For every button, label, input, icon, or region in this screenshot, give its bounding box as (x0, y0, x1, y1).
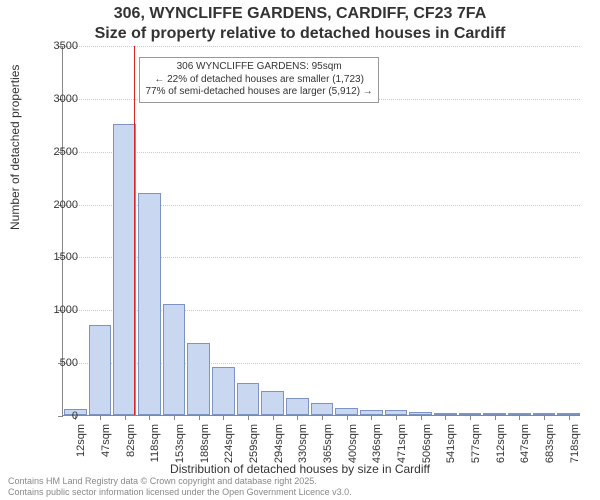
xtick-mark (322, 415, 323, 420)
xtick-label: 577sqm (470, 424, 482, 464)
annotation-box: 306 WYNCLIFFE GARDENS: 95sqm← 22% of det… (139, 57, 378, 103)
title-block: 306, WYNCLIFFE GARDENS, CARDIFF, CF23 7F… (0, 0, 600, 44)
xtick-label: 47sqm (100, 424, 112, 464)
xtick-mark (100, 415, 101, 420)
xtick-mark (569, 415, 570, 420)
plot-wrap: 12sqm47sqm82sqm118sqm153sqm188sqm224sqm2… (62, 46, 580, 416)
xtick-label: 294sqm (273, 424, 285, 464)
ytick-label: 500 (38, 357, 78, 369)
annotation-line-3: 77% of semi-detached houses are larger (… (145, 86, 372, 99)
xtick-mark (223, 415, 224, 420)
xtick-label: 612sqm (495, 424, 507, 464)
xtick-mark (125, 415, 126, 420)
x-axis-label: Distribution of detached houses by size … (0, 462, 600, 476)
xtick-mark (248, 415, 249, 420)
ytick-label: 0 (38, 410, 78, 422)
xtick-mark (297, 415, 298, 420)
ytick-label: 2500 (38, 146, 78, 158)
xtick-label: 330sqm (297, 424, 309, 464)
xtick-label: 506sqm (421, 424, 433, 464)
xtick-label: 82sqm (125, 424, 137, 464)
title-line-2: Size of property relative to detached ho… (0, 24, 600, 44)
histogram-bar (311, 403, 334, 415)
histogram-bar (237, 383, 260, 415)
xtick-label: 471sqm (396, 424, 408, 464)
histogram-bar (113, 124, 136, 415)
ytick-label: 1000 (38, 304, 78, 316)
xtick-mark (371, 415, 372, 420)
chart-container: 306, WYNCLIFFE GARDENS, CARDIFF, CF23 7F… (0, 0, 600, 500)
xtick-mark (544, 415, 545, 420)
xtick-mark (347, 415, 348, 420)
y-axis-label: Number of detached properties (8, 65, 22, 230)
footer-line-2: Contains public sector information licen… (8, 487, 352, 497)
histogram-bar (138, 193, 161, 415)
xtick-label: 436sqm (371, 424, 383, 464)
xtick-mark (199, 415, 200, 420)
xtick-label: 259sqm (248, 424, 260, 464)
histogram-bar (335, 408, 358, 415)
histogram-bar (163, 304, 186, 415)
xtick-label: 541sqm (445, 424, 457, 464)
xtick-mark (174, 415, 175, 420)
histogram-bar (187, 343, 210, 415)
xtick-label: 647sqm (519, 424, 531, 464)
histogram-bar (261, 391, 284, 415)
xtick-mark (519, 415, 520, 420)
xtick-label: 188sqm (199, 424, 211, 464)
footer-block: Contains HM Land Registry data © Crown c… (8, 476, 352, 497)
xtick-label: 718sqm (569, 424, 581, 464)
xtick-label: 224sqm (223, 424, 235, 464)
ytick-label: 3000 (38, 93, 78, 105)
annotation-line-2: ← 22% of detached houses are smaller (1,… (145, 74, 372, 87)
ytick-label: 3500 (38, 40, 78, 52)
xtick-label: 12sqm (75, 424, 87, 464)
ytick-label: 2000 (38, 199, 78, 211)
gridline (63, 46, 580, 47)
xtick-mark (495, 415, 496, 420)
plot-area: 12sqm47sqm82sqm118sqm153sqm188sqm224sqm2… (62, 46, 580, 416)
xtick-mark (421, 415, 422, 420)
histogram-bar (286, 398, 309, 415)
xtick-mark (273, 415, 274, 420)
xtick-label: 153sqm (174, 424, 186, 464)
xtick-label: 400sqm (347, 424, 359, 464)
xtick-label: 118sqm (149, 424, 161, 464)
title-line-1: 306, WYNCLIFFE GARDENS, CARDIFF, CF23 7F… (0, 4, 600, 24)
annotation-line-1: 306 WYNCLIFFE GARDENS: 95sqm (145, 61, 372, 74)
xtick-mark (149, 415, 150, 420)
ytick-label: 1500 (38, 251, 78, 263)
xtick-label: 365sqm (322, 424, 334, 464)
xtick-label: 683sqm (544, 424, 556, 464)
histogram-bar (212, 367, 235, 415)
footer-line-1: Contains HM Land Registry data © Crown c… (8, 476, 352, 486)
histogram-bar (89, 325, 112, 415)
xtick-mark (470, 415, 471, 420)
xtick-mark (396, 415, 397, 420)
gridline (63, 152, 580, 153)
xtick-mark (445, 415, 446, 420)
property-marker-line (134, 46, 135, 415)
